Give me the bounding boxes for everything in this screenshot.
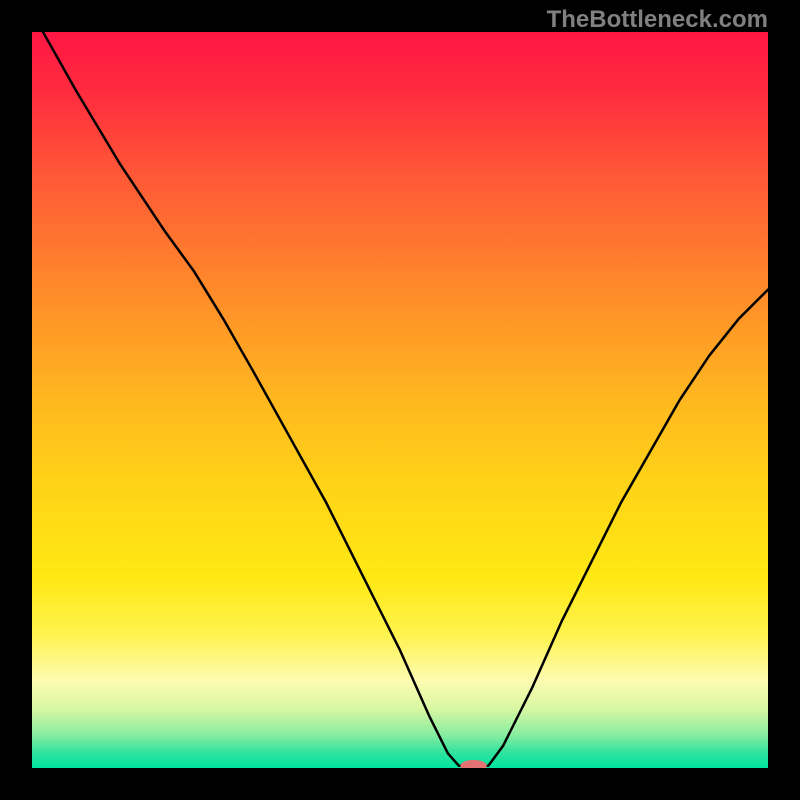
watermark-text: TheBottleneck.com — [547, 6, 768, 34]
bottleneck-chart — [32, 32, 768, 768]
chart-frame: TheBottleneck.com — [0, 0, 800, 800]
chart-background — [32, 32, 768, 768]
